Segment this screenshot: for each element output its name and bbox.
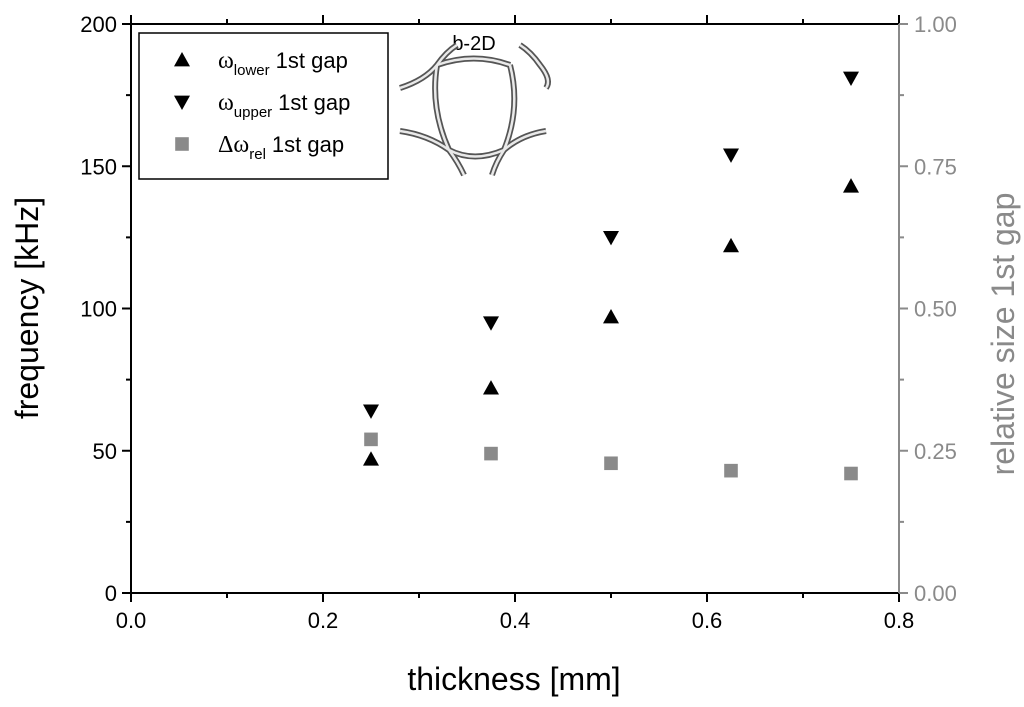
unit-cell-drawing-inner	[399, 43, 550, 176]
x-tick-label: 0.6	[692, 608, 723, 633]
data-point-upper	[723, 148, 739, 163]
axis-ticks	[122, 15, 908, 602]
y2-tick-label: 0.00	[914, 581, 957, 606]
series-rel	[364, 432, 858, 481]
data-point-rel	[844, 466, 858, 481]
y2-tick-label: 0.75	[914, 154, 957, 179]
series-lower	[363, 178, 859, 466]
data-point-lower	[843, 178, 859, 193]
tick-labels: 0.0 0.2 0.4 0.6 0.8 0 50 100 150 200 0.00 0.25 0.50 0…	[80, 12, 957, 633]
y-tick-label: 50	[93, 439, 117, 464]
y2-tick-label: 0.50	[914, 297, 957, 322]
data-point-upper	[483, 316, 499, 331]
inset-label: b-2D	[452, 33, 495, 55]
data-point-rel	[604, 456, 618, 471]
y2-axis-title: relative size 1st gap	[985, 193, 1021, 476]
x-tick-label: 0.0	[116, 608, 147, 633]
series-upper	[363, 71, 859, 419]
x-tick-label: 0.2	[308, 608, 339, 633]
data-point-upper	[843, 71, 859, 87]
legend-marker-upper	[174, 95, 190, 110]
data-marks	[363, 71, 859, 481]
data-point-lower	[363, 451, 379, 466]
data-point-lower	[603, 309, 619, 324]
x-axis-title: thickness [mm]	[407, 661, 620, 697]
y-tick-label: 150	[80, 154, 117, 179]
y-tick-label: 100	[80, 297, 117, 322]
legend-label-lower: ωlower 1st gap	[218, 48, 348, 79]
legend-label-upper: ωupper 1st gap	[218, 90, 350, 121]
data-point-rel	[484, 446, 498, 461]
data-point-rel	[724, 463, 738, 478]
legend-label-rel: Δωrel 1st gap	[218, 132, 344, 163]
y2-tick-label: 1.00	[914, 12, 957, 37]
data-point-lower	[723, 237, 739, 253]
legend: ωlower 1st gap ωupper 1st gap Δωrel 1st gap	[138, 32, 389, 180]
y-tick-label: 200	[80, 12, 117, 37]
data-point-lower	[483, 380, 499, 395]
data-point-upper	[603, 230, 619, 246]
x-tick-label: 0.4	[500, 608, 531, 633]
y2-tick-label: 0.25	[914, 439, 957, 464]
y-axis-title: frequency [kHz]	[9, 197, 45, 419]
data-point-upper	[363, 404, 379, 419]
y-tick-label: 0	[105, 581, 117, 606]
legend-marker-rel	[175, 137, 189, 151]
x-tick-label: 0.8	[884, 608, 915, 633]
legend-marker-lower	[174, 52, 190, 67]
data-point-rel	[364, 432, 378, 447]
unit-cell-inset: b-2D	[399, 33, 551, 177]
